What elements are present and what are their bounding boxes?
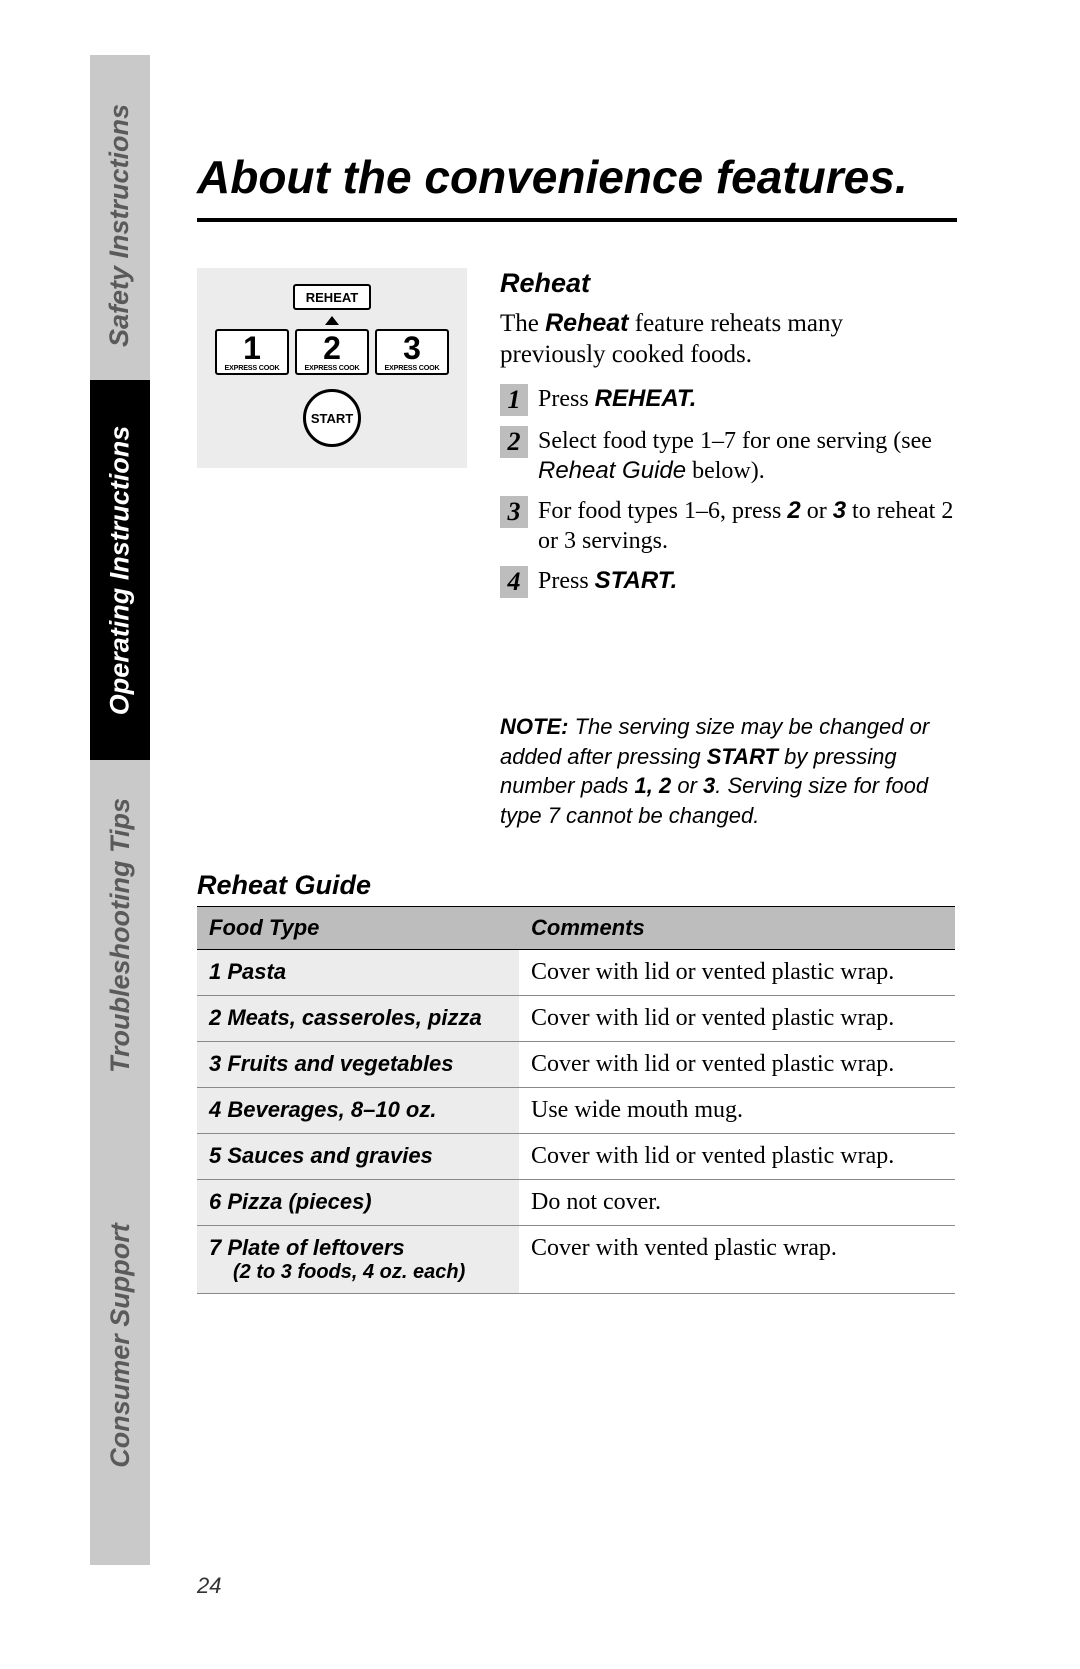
reheat-guide-table: Food Type Comments 1 PastaCover with lid…	[197, 906, 955, 1294]
page-title: About the convenience features.	[197, 150, 908, 204]
cell-comment: Cover with lid or vented plastic wrap.	[519, 1134, 955, 1180]
table-row: 5 Sauces and graviesCover with lid or ve…	[197, 1134, 955, 1180]
key-number: 2	[297, 333, 367, 363]
step-text: For food types 1–6, press 2 or 3 to rehe…	[538, 496, 960, 556]
table-row: 4 Beverages, 8–10 oz.Use wide mouth mug.	[197, 1088, 955, 1134]
table-row: 3 Fruits and vegetablesCover with lid or…	[197, 1042, 955, 1088]
up-arrow-icon	[325, 316, 339, 325]
reheat-note: NOTE: The serving size may be changed or…	[500, 712, 955, 831]
cell-food-type: 6 Pizza (pieces)	[197, 1180, 519, 1226]
text-bold: 3	[703, 773, 715, 798]
sidebar-item-label: Operating Instructions	[105, 425, 136, 715]
step-number-badge: 2	[500, 426, 528, 458]
reheat-button: REHEAT	[293, 284, 371, 310]
sidebar-item-label: Consumer Support	[105, 1223, 136, 1468]
keypad-illustration: REHEAT 1EXPRESS COOK2EXPRESS COOK3EXPRES…	[197, 268, 467, 468]
text-bold: Reheat	[545, 309, 628, 337]
text-bold: START	[707, 744, 778, 769]
reheat-intro: The Reheat feature reheats many previous…	[500, 308, 945, 371]
step-number-badge: 1	[500, 384, 528, 416]
step-number-badge: 4	[500, 566, 528, 598]
table-row: 6 Pizza (pieces)Do not cover.	[197, 1180, 955, 1226]
key-sublabel: EXPRESS COOK	[377, 363, 447, 372]
key-number: 1	[217, 333, 287, 363]
reheat-heading: Reheat	[500, 268, 590, 299]
step-2: 2 Select food type 1–7 for one serving (s…	[500, 426, 960, 486]
table-row: 1 PastaCover with lid or vented plastic …	[197, 950, 955, 996]
col-food-type: Food Type	[197, 907, 519, 950]
cell-food-type: 3 Fruits and vegetables	[197, 1042, 519, 1088]
cell-food-type: 7 Plate of leftovers(2 to 3 foods, 4 oz.…	[197, 1226, 519, 1294]
table-row: 2 Meats, casseroles, pizzaCover with lid…	[197, 996, 955, 1042]
cell-subtext: (2 to 3 foods, 4 oz. each)	[209, 1261, 507, 1284]
sidebar-item-troubleshooting-tips: Troubleshooting Tips	[90, 770, 150, 1100]
col-comments: Comments	[519, 907, 955, 950]
keypad-key-3: 3EXPRESS COOK	[375, 329, 449, 375]
text-bold: 1, 2	[635, 773, 672, 798]
step-4: 4 Press START.	[500, 566, 960, 598]
sidebar-item-label: Troubleshooting Tips	[105, 798, 136, 1073]
keypad-key-2: 2EXPRESS COOK	[295, 329, 369, 375]
page-number: 24	[197, 1573, 221, 1599]
cell-comment: Cover with lid or vented plastic wrap.	[519, 950, 955, 996]
step-number-badge: 3	[500, 496, 528, 528]
text: or	[671, 773, 703, 798]
start-button: START	[303, 389, 361, 447]
cell-comment: Do not cover.	[519, 1180, 955, 1226]
sidebar-item-safety-instructions: Safety Instructions	[90, 80, 150, 370]
step-text: Select food type 1–7 for one serving (se…	[538, 426, 960, 486]
step-text: Press REHEAT.	[538, 384, 696, 416]
sidebar-item-operating-instructions: Operating Instructions	[90, 380, 150, 760]
key-number: 3	[377, 333, 447, 363]
cell-comment: Use wide mouth mug.	[519, 1088, 955, 1134]
cell-food-type: 1 Pasta	[197, 950, 519, 996]
step-text: Press START.	[538, 566, 677, 598]
cell-food-type: 5 Sauces and gravies	[197, 1134, 519, 1180]
cell-comment: Cover with lid or vented plastic wrap.	[519, 996, 955, 1042]
note-lead: NOTE:	[500, 714, 568, 739]
keypad-key-1: 1EXPRESS COOK	[215, 329, 289, 375]
step-3: 3 For food types 1–6, press 2 or 3 to reh…	[500, 496, 960, 556]
key-sublabel: EXPRESS COOK	[297, 363, 367, 372]
reheat-guide-heading: Reheat Guide	[197, 870, 371, 901]
reheat-steps: 1 Press REHEAT. 2 Select food type 1–7 for …	[500, 384, 960, 608]
step-1: 1 Press REHEAT.	[500, 384, 960, 416]
cell-comment: Cover with lid or vented plastic wrap.	[519, 1042, 955, 1088]
key-sublabel: EXPRESS COOK	[217, 363, 287, 372]
text: The	[500, 310, 545, 337]
sidebar-item-consumer-support: Consumer Support	[90, 1190, 150, 1500]
table-row: 7 Plate of leftovers(2 to 3 foods, 4 oz.…	[197, 1226, 955, 1294]
title-rule	[197, 218, 957, 222]
cell-food-type: 4 Beverages, 8–10 oz.	[197, 1088, 519, 1134]
sidebar-item-label: Safety Instructions	[105, 103, 136, 346]
cell-comment: Cover with vented plastic wrap.	[519, 1226, 955, 1294]
cell-food-type: 2 Meats, casseroles, pizza	[197, 996, 519, 1042]
